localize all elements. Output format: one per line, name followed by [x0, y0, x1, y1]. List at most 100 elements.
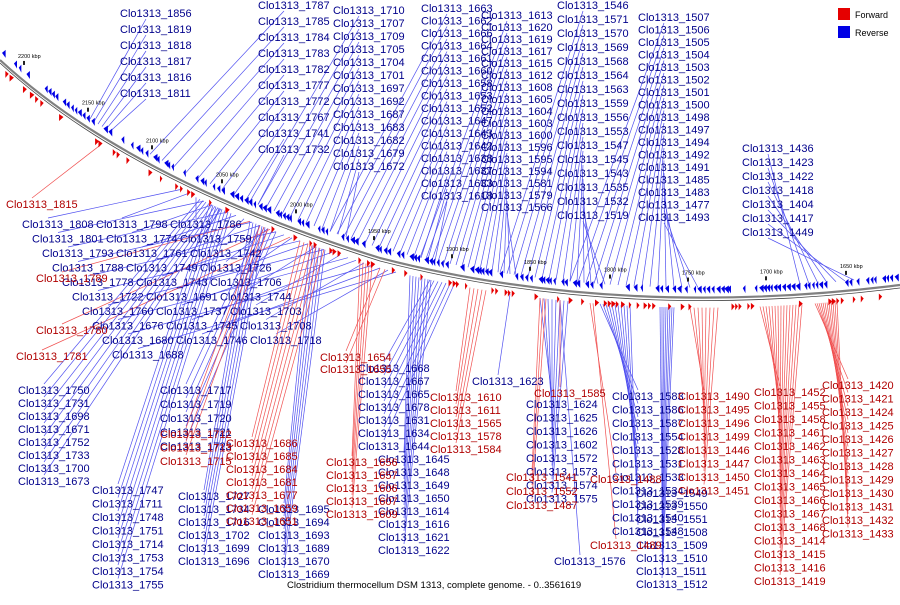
gene-label: Clo1313_1716: [178, 517, 250, 529]
gene-connector: [779, 305, 788, 508]
gene-connector: [455, 289, 483, 431]
gene-label: Clo1313_1564: [557, 70, 629, 82]
gene-label: Clo1313_1535: [557, 182, 629, 194]
gene-label: Clo1313_1688: [112, 350, 184, 362]
gene-connector: [351, 261, 361, 457]
gene-connector: [467, 116, 508, 268]
gene-connector: [455, 287, 471, 392]
gene-label: Clo1313_1426: [822, 434, 894, 446]
reverse-gene-191: [786, 283, 791, 292]
gene-label: Clo1313_1785: [258, 16, 330, 28]
gene-connector: [87, 231, 277, 277]
gene-connector: [191, 259, 357, 320]
reverse-gene-127: [525, 274, 529, 283]
reverse-gene-117: [484, 268, 489, 277]
forward-gene-64: [271, 225, 275, 233]
gene-label: Clo1313_1631: [358, 415, 430, 427]
gene-label: Clo1313_1450: [678, 472, 750, 484]
gene-connector: [527, 66, 584, 277]
gene-label: Clo1313_1618: [421, 191, 493, 203]
gene-label: Clo1313_1578: [430, 431, 502, 443]
gene-connector: [203, 224, 260, 530]
gene-label: Clo1313_1506: [638, 25, 710, 37]
gene-label: Clo1313_1604: [481, 106, 553, 118]
gene-connector: [251, 243, 309, 464]
legend-reverse-swatch: [838, 26, 850, 38]
gene-label: Clo1313_1663: [421, 3, 493, 15]
gene-connector: [351, 264, 370, 496]
reverse-gene-137: [564, 278, 568, 287]
reverse-gene-217: [894, 273, 899, 282]
gene-connector: [767, 223, 846, 282]
reverse-gene-4: [18, 64, 22, 73]
gene-connector: [283, 246, 317, 530]
scale-tick-label: 1700 kbp: [760, 269, 783, 275]
gene-connector: [828, 302, 849, 474]
gene-label: Clo1313_1752: [18, 437, 90, 449]
reverse-gene-69: [289, 214, 292, 223]
reverse-gene-98: [409, 253, 414, 262]
gene-label: Clo1313_1528: [612, 445, 684, 457]
reverse-gene-12: [51, 90, 55, 99]
forward-gene-43: [180, 185, 183, 193]
gene-label: Clo1313_1607: [326, 496, 398, 508]
reverse-gene-164: [677, 285, 682, 294]
reverse-gene-92: [383, 246, 388, 255]
gene-label: Clo1313_1552: [506, 486, 578, 498]
reverse-gene-130: [538, 275, 543, 284]
gene-label: Clo1313_1703: [230, 306, 302, 318]
genome-backbone-shadow: [0, 62, 900, 302]
genome-caption: Clostridium thermocellum DSM 1313, compl…: [287, 580, 581, 591]
reverse-gene-206: [849, 278, 853, 287]
reverse-gene-104: [432, 258, 436, 267]
gene-label: Clo1313_1500: [638, 100, 710, 112]
gene-connector: [437, 56, 508, 262]
reverse-gene-187: [770, 284, 773, 293]
reverse-gene-198: [815, 281, 819, 290]
scale-tick-label: 1650 kbp: [840, 264, 863, 270]
gene-connector: [663, 185, 675, 288]
gene-label: Clo1313_1723: [160, 441, 232, 453]
gene-label: Clo1313_1668: [358, 363, 430, 375]
gene-connector: [93, 34, 147, 122]
gene-label: Clo1313_1670: [258, 556, 330, 568]
gene-connector: [350, 51, 448, 239]
gene-label: Clo1313_1609: [326, 509, 398, 521]
gene-label: Clo1313_1784: [258, 32, 330, 44]
gene-label: Clo1313_1503: [638, 62, 710, 74]
gene-connector: [117, 206, 217, 512]
gene-label: Clo1313_1566: [481, 202, 553, 214]
gene-connector: [233, 122, 285, 195]
reverse-gene-139: [572, 279, 577, 288]
gene-connector: [779, 305, 791, 522]
reverse-gene-84: [350, 236, 355, 245]
gene-connector: [661, 307, 675, 579]
reverse-gene-90: [375, 244, 380, 253]
gene-label: Clo1313_1428: [822, 461, 894, 473]
forward-gene-8: [35, 95, 39, 103]
gene-label: Clo1313_1615: [481, 58, 553, 70]
gene-label: Clo1313_1533: [612, 472, 684, 484]
gene-label: Clo1313_1539: [612, 499, 684, 511]
reverse-gene-195: [804, 282, 808, 291]
gene-connector: [614, 304, 639, 458]
gene-connector: [185, 58, 285, 173]
reverse-gene-10: [44, 85, 48, 94]
gene-connector: [117, 207, 220, 525]
gene-label: Clo1313_1710: [333, 5, 405, 17]
forward-gene-179: [738, 303, 742, 311]
gene-connector: [117, 210, 226, 552]
gene-connector: [551, 300, 565, 480]
reverse-gene-143: [590, 281, 594, 290]
reverse-gene-128: [529, 274, 533, 283]
reverse-gene-169: [697, 285, 702, 294]
reverse-gene-197: [811, 281, 815, 290]
reverse-gene-192: [791, 283, 796, 292]
gene-label: Clo1313_1682: [333, 135, 405, 147]
forward-gene-35: [148, 169, 153, 177]
forward-gene-5: [22, 86, 27, 94]
gene-label: Clo1313_1546: [557, 0, 629, 12]
gene-label: Clo1313_1605: [481, 94, 553, 106]
gene-label: Clo1313_1709: [333, 31, 405, 43]
gene-label: Clo1313_1696: [178, 556, 250, 568]
